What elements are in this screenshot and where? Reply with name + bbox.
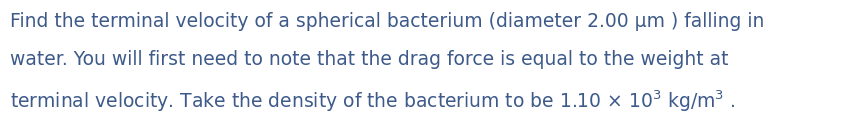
Text: terminal velocity. Take the density of the bacterium to be 1.10 × 10$^{3}$ kg/m$: terminal velocity. Take the density of t… (10, 88, 734, 114)
Text: water. You will first need to note that the drag force is equal to the weight at: water. You will first need to note that … (10, 50, 728, 69)
Text: Find the terminal velocity of a spherical bacterium (diameter 2.00 μm ) falling : Find the terminal velocity of a spherica… (10, 12, 764, 31)
